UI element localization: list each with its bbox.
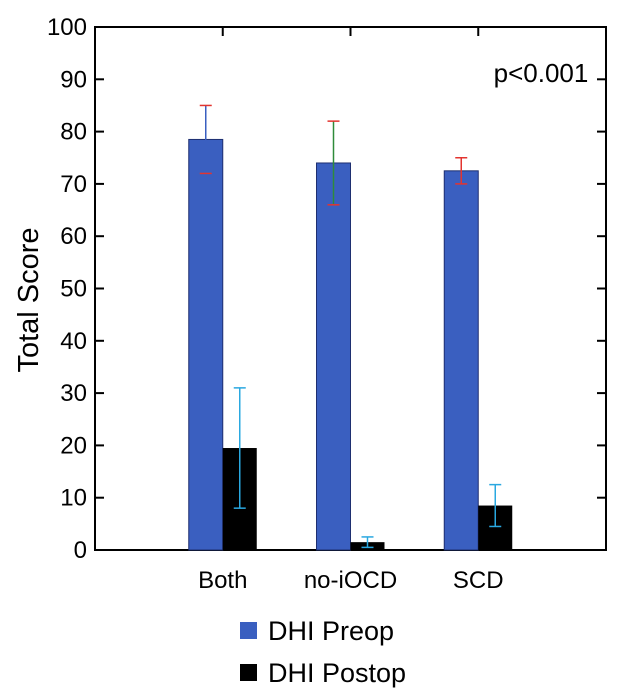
y-tick-label: 70 bbox=[60, 171, 87, 198]
bar-dhi-preop bbox=[188, 138, 224, 551]
y-tick-label: 40 bbox=[60, 328, 87, 355]
y-tick-label: 20 bbox=[60, 432, 87, 459]
legend-label: DHI Postop bbox=[268, 658, 406, 688]
legend-swatch bbox=[240, 622, 257, 639]
y-tick-label: 30 bbox=[60, 380, 87, 407]
y-tick-label: 80 bbox=[60, 119, 87, 146]
legend-swatch bbox=[240, 664, 257, 681]
y-tick-label: 10 bbox=[60, 485, 87, 512]
y-tick-label: 100 bbox=[47, 14, 87, 41]
bars bbox=[188, 138, 513, 551]
tick-labels: 0 10 20 30 40 50 60 70 80 90 100 Both no-iOCD SCD bbox=[47, 14, 504, 594]
bar-dhi-preop bbox=[316, 162, 351, 551]
p-value-annotation: p<0.001 bbox=[494, 58, 589, 88]
x-tick-label: no-iOCD bbox=[304, 567, 397, 594]
error-bars bbox=[199, 104, 502, 549]
legend: DHI Preop DHI Postop bbox=[240, 616, 406, 688]
y-axis-title: Total Score bbox=[13, 227, 45, 372]
legend-label: DHI Preop bbox=[268, 616, 394, 646]
y-tick-label: 0 bbox=[74, 537, 87, 564]
bar-dhi-preop bbox=[443, 170, 479, 551]
y-tick-label: 60 bbox=[60, 223, 87, 250]
y-tick-label: 90 bbox=[60, 66, 87, 93]
x-tick-label: SCD bbox=[453, 567, 504, 594]
x-tick-label: Both bbox=[198, 567, 247, 594]
y-tick-label: 50 bbox=[60, 276, 87, 303]
